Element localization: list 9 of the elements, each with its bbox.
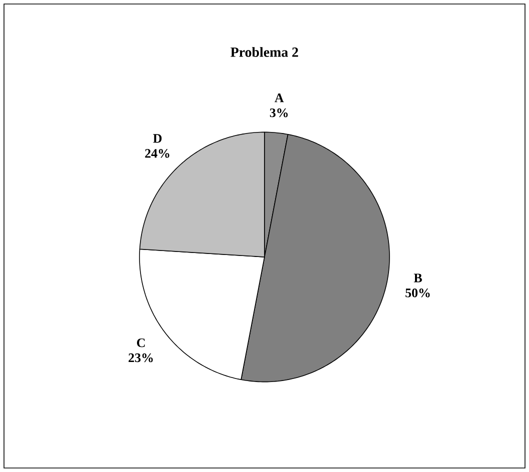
data-label: 24% (145, 149, 170, 158)
data-label: 50% (406, 288, 430, 298)
slice-label: B (414, 274, 422, 282)
slice-label: A (274, 94, 284, 102)
data-label: 3% (270, 108, 288, 118)
slice-label: C (136, 338, 145, 348)
data-label: 23% (128, 353, 153, 362)
slice-label: D (153, 134, 162, 143)
chart-title: Problema 2 (230, 47, 298, 57)
